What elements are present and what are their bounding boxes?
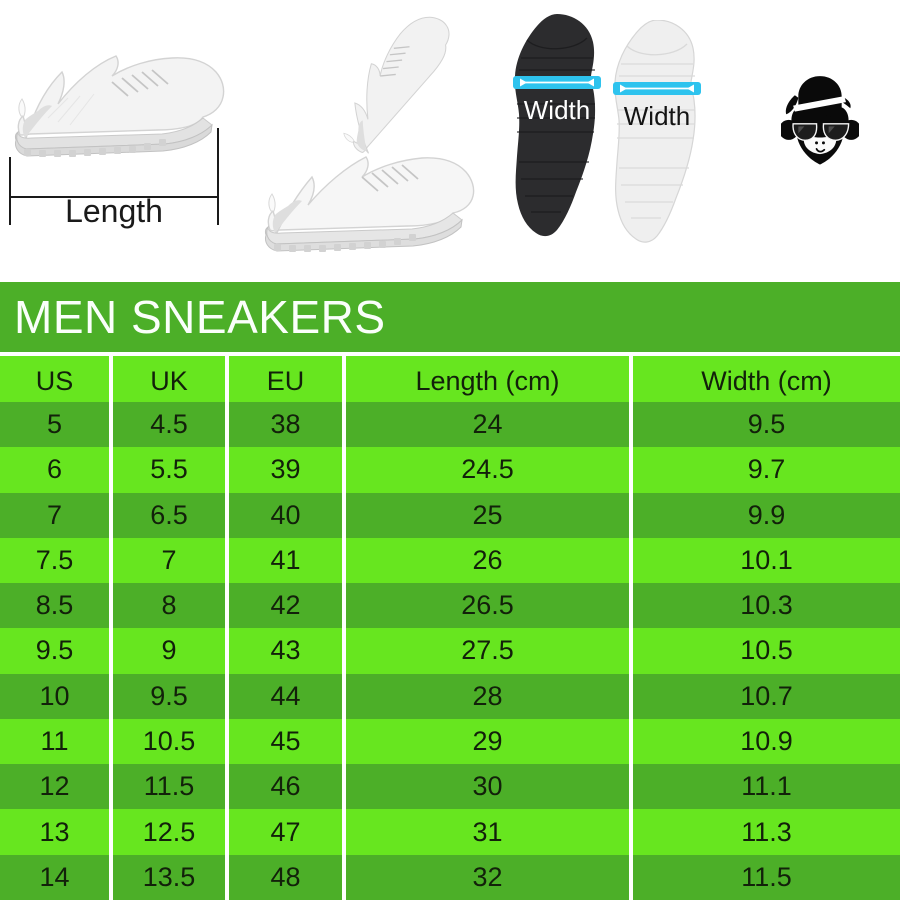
svg-text:Width: Width <box>624 101 690 131</box>
svg-text:Length: Length <box>65 193 163 229</box>
svg-text:Width: Width <box>524 95 590 125</box>
